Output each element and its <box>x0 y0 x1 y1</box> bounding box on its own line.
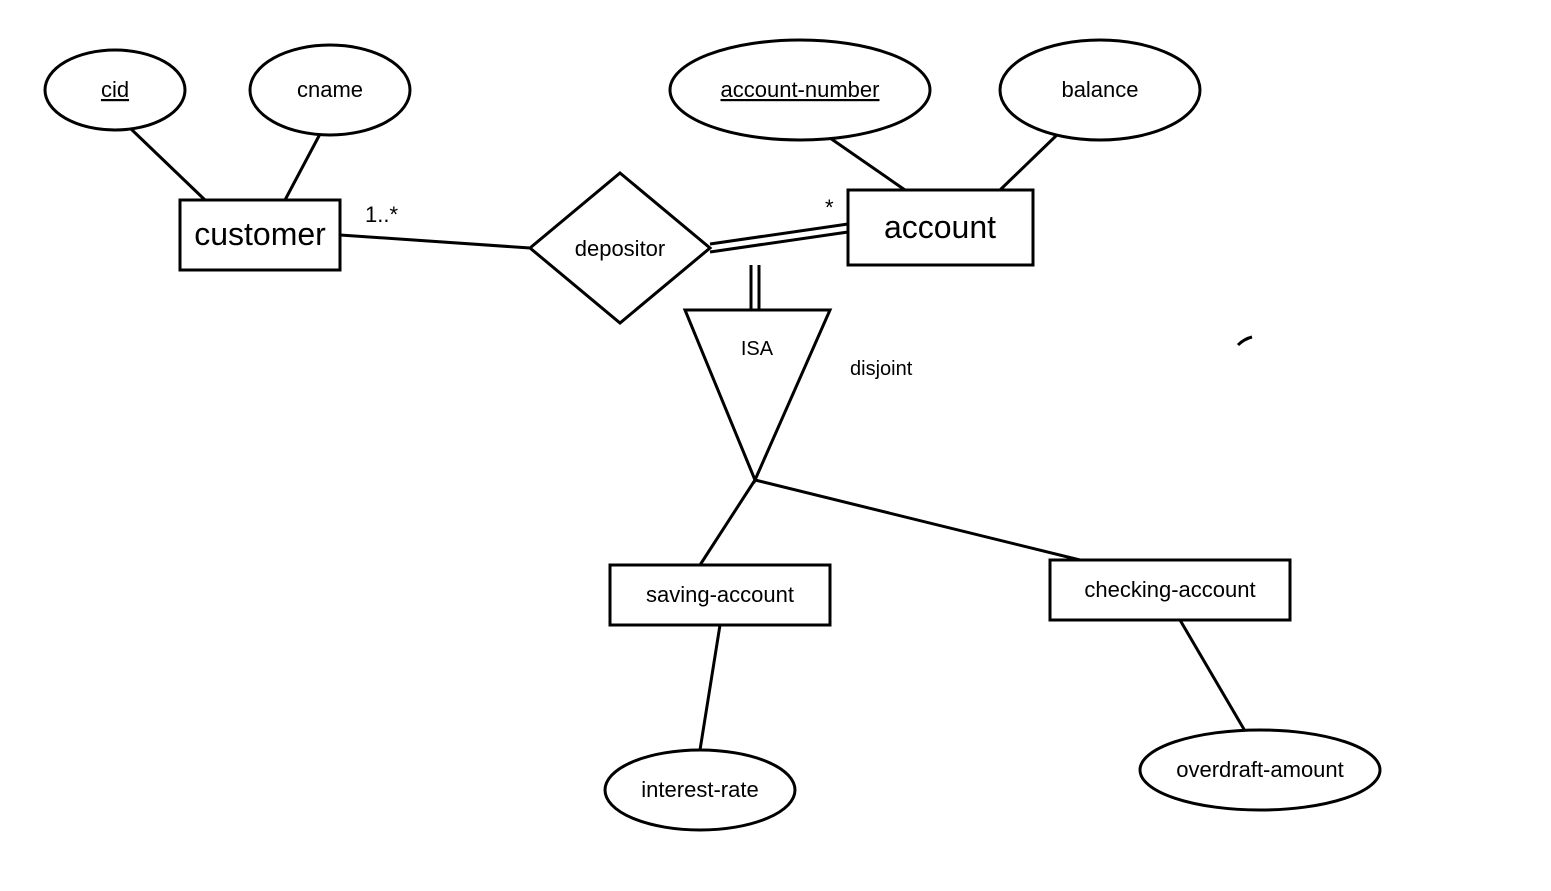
er-diagram: cid cname account-number balance interes… <box>0 0 1551 891</box>
attr-cname-label: cname <box>297 77 363 102</box>
attr-account-number-label: account-number <box>721 77 880 102</box>
attr-overdraft-amount-label: overdraft-amount <box>1176 757 1344 782</box>
edge-cname-customer <box>285 134 320 200</box>
isa-triangle: ISA <box>685 310 830 480</box>
edge-isa-saving <box>700 480 755 565</box>
attr-overdraft-amount: overdraft-amount <box>1140 730 1380 810</box>
relationship-depositor: depositor <box>530 173 710 323</box>
entity-account: account <box>848 190 1033 265</box>
attr-balance-label: balance <box>1061 77 1138 102</box>
attr-account-number: account-number <box>670 40 930 140</box>
attr-interest-rate-label: interest-rate <box>641 777 758 802</box>
attr-balance: balance <box>1000 40 1200 140</box>
edge-balance-account <box>1000 132 1060 190</box>
entity-account-label: account <box>884 209 996 245</box>
isa-constraint-label: disjoint <box>850 358 913 380</box>
cardinality-customer-depositor: 1..* <box>365 202 398 227</box>
entity-saving-label: saving-account <box>646 582 794 607</box>
entity-checking-account: checking-account <box>1050 560 1290 620</box>
edge-depositor-account <box>710 224 848 252</box>
edge-customer-depositor <box>340 235 530 248</box>
edge-saving-interest <box>700 625 720 750</box>
isa-label: ISA <box>741 338 774 360</box>
entity-customer-label: customer <box>194 216 326 252</box>
entity-saving-account: saving-account <box>610 565 830 625</box>
entity-checking-label: checking-account <box>1084 577 1255 602</box>
edge-isa-checking <box>755 480 1080 560</box>
attr-cname: cname <box>250 45 410 135</box>
attr-cid-label: cid <box>101 77 129 102</box>
attr-cid: cid <box>45 50 185 130</box>
edge-accnum-account <box>830 138 905 190</box>
edge-checking-overdraft <box>1180 620 1245 731</box>
cardinality-account-depositor: * <box>825 195 834 220</box>
edge-account-isa <box>751 265 759 310</box>
relationship-depositor-label: depositor <box>575 236 666 261</box>
entity-customer: customer <box>180 200 340 270</box>
stray-mark <box>1238 337 1252 345</box>
attr-interest-rate: interest-rate <box>605 750 795 830</box>
edge-cid-customer <box>130 128 205 200</box>
